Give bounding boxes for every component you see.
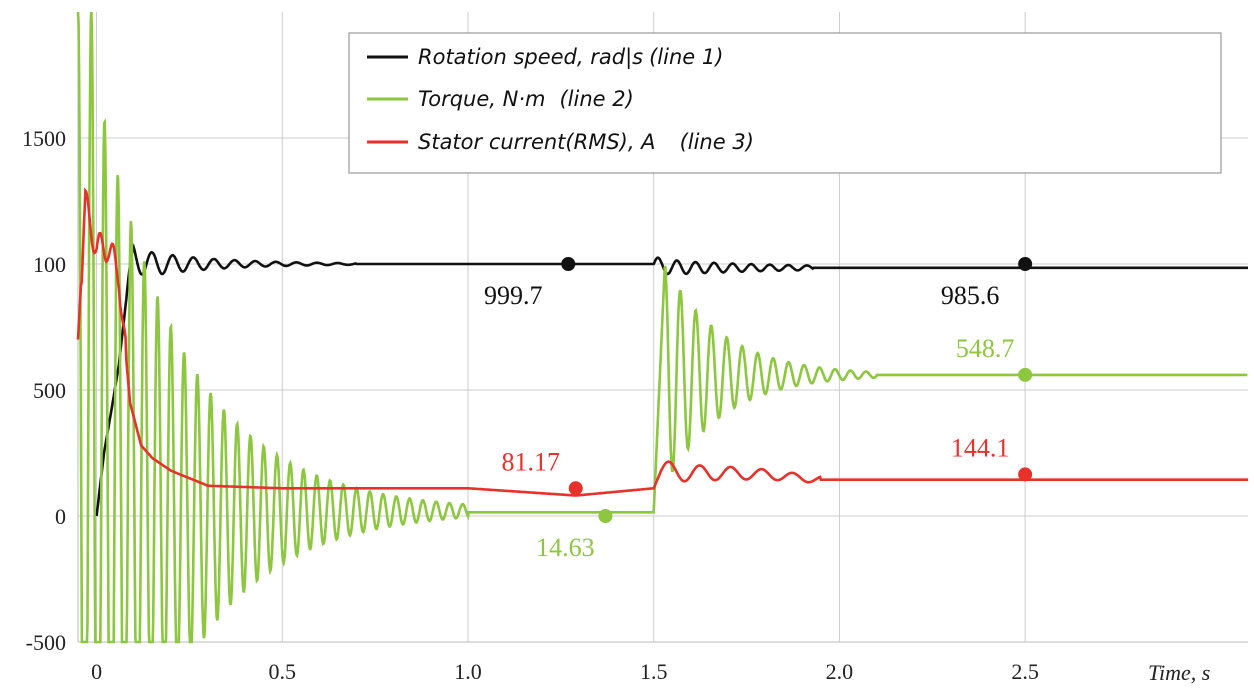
data-label: 548.7 [956, 334, 1015, 363]
x-tick-label: 0 [91, 659, 102, 684]
data-label: 144.1 [951, 433, 1010, 462]
data-marker [1018, 257, 1033, 271]
data-marker [1018, 367, 1033, 382]
x-tick-label: 2.0 [826, 659, 854, 684]
legend-label-current: Stator current(RMS), A (line 3) [418, 130, 754, 154]
x-tick-label: 1.5 [640, 659, 668, 684]
x-tick-label: 2.5 [1011, 659, 1039, 684]
y-tick-label: 0 [55, 504, 66, 529]
x-tick-label: 0.5 [269, 659, 297, 684]
markers: 999.7 985.6 14.63 548.7 81.17 144.1 [484, 257, 1033, 562]
data-marker [568, 481, 583, 496]
legend: Rotation speed, rad|s (line 1) Torque, N·… [348, 32, 1222, 174]
x-tick-label: 1.0 [454, 659, 482, 684]
y-tick-label: 1500 [22, 126, 66, 151]
y-tick-label: 100 [33, 252, 66, 277]
legend-box [348, 32, 1222, 174]
legend-label-torque: Torque, N·m (line 2) [418, 87, 634, 111]
axes: 0 0.5 1.0 1.5 2.0 2.5 -500 0 500 100 1500 [22, 126, 1039, 684]
data-marker [598, 509, 613, 523]
data-marker [1018, 467, 1033, 482]
x-axis-label: Time, s [1148, 660, 1210, 685]
y-tick-label: 500 [33, 378, 66, 403]
data-marker [561, 257, 576, 271]
legend-label-speed: Rotation speed, rad|s (line 1) [418, 45, 723, 70]
series-line-current [76, 187, 1248, 497]
series-line-torque [76, 11, 1248, 644]
data-label: 999.7 [484, 281, 543, 310]
data-label: 985.6 [941, 281, 1000, 310]
series-line-speed [95, 243, 1248, 517]
data-label: 81.17 [501, 447, 560, 476]
y-tick-label: -500 [26, 630, 66, 655]
series-layer [76, 11, 1248, 644]
data-label: 14.63 [536, 533, 595, 562]
